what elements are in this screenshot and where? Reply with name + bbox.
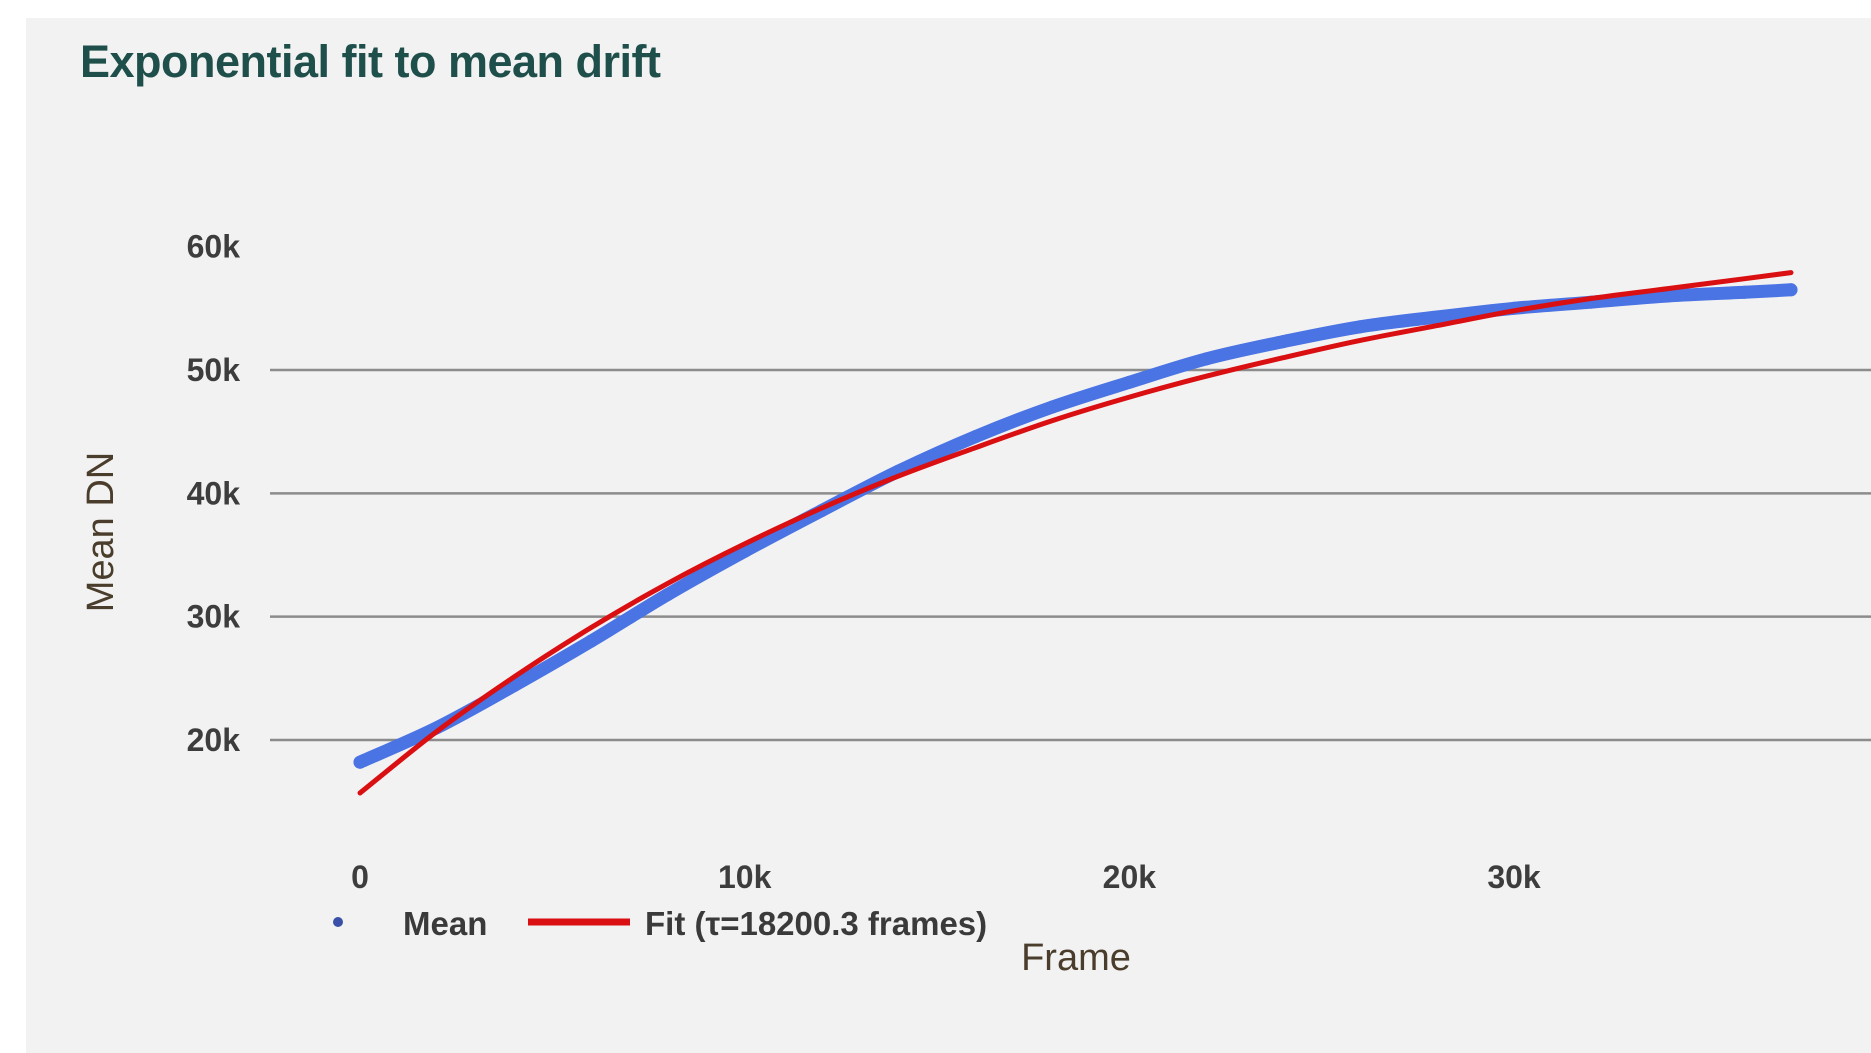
mean-point-17: [1661, 289, 1675, 303]
y-tick-20k: 20k: [187, 722, 241, 758]
y-tick-50k: 50k: [187, 352, 241, 388]
x-axis-label: Frame: [1021, 937, 1131, 979]
mean-point-14: [1430, 310, 1444, 324]
fit-series-line: [357, 270, 1794, 796]
gridlines: [270, 368, 1871, 742]
x-tick-10k: 10k: [718, 859, 772, 895]
mean-point-13: [1353, 320, 1367, 334]
mean-point-8: [969, 430, 982, 444]
chart-panel: [26, 18, 1871, 1053]
fit-series: [357, 270, 1794, 796]
mean-point-0: [353, 755, 367, 769]
mean-point-9: [1045, 400, 1059, 414]
y-axis-label: Mean DN: [80, 452, 122, 613]
mean-point-2: [507, 679, 521, 693]
chart-title: Exponential fit to mean drift: [80, 36, 661, 87]
legend-mean-marker: [333, 917, 343, 927]
x-tick-labels: 0 10k 20k 30k: [351, 859, 1541, 895]
y-tick-60k: 60k: [187, 229, 241, 265]
x-tick-20k: 20k: [1103, 859, 1157, 895]
mean-point-18: [1738, 285, 1752, 299]
mean-series-band: [353, 283, 1798, 769]
x-tick-30k: 30k: [1487, 859, 1541, 895]
mean-point-19: [1784, 283, 1798, 297]
legend-fit-label: Fit (τ=18200.3 frames): [645, 905, 987, 942]
mean-point-12: [1276, 335, 1290, 349]
y-tick-40k: 40k: [187, 475, 241, 511]
mean-point-4: [661, 588, 675, 601]
mean-series: [353, 283, 1798, 769]
y-tick-30k: 30k: [187, 599, 241, 635]
x-tick-0: 0: [351, 859, 369, 895]
y-tick-labels: 20k 30k 40k 50k 60k: [187, 229, 241, 758]
legend: Mean Fit (τ=18200.3 frames): [333, 905, 987, 942]
mean-point-10: [1122, 375, 1136, 389]
mean-point-3: [584, 634, 598, 648]
mean-point-11: [1199, 352, 1213, 366]
legend-mean-label: Mean: [403, 905, 487, 942]
